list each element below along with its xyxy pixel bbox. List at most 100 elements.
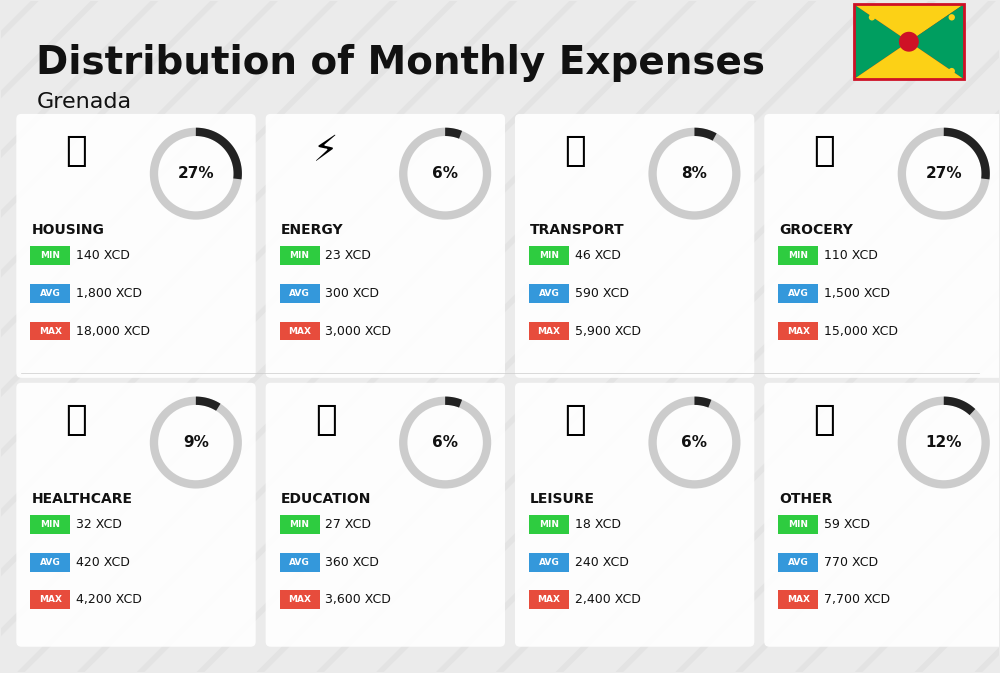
Text: 9%: 9% [183,435,209,450]
FancyBboxPatch shape [529,284,569,303]
Text: 46 XCD: 46 XCD [575,249,621,262]
Text: 2,400 XCD: 2,400 XCD [575,594,641,606]
Text: MAX: MAX [537,326,560,336]
Text: 🛍: 🛍 [564,402,586,437]
Text: 1,800 XCD: 1,800 XCD [76,287,142,299]
Text: MAX: MAX [787,596,810,604]
Text: AVG: AVG [40,289,61,297]
FancyBboxPatch shape [515,383,754,647]
Text: EDUCATION: EDUCATION [281,493,371,506]
FancyBboxPatch shape [30,553,70,571]
Text: 300 XCD: 300 XCD [325,287,379,299]
FancyBboxPatch shape [16,114,256,378]
Polygon shape [854,42,964,79]
FancyBboxPatch shape [280,322,320,341]
FancyBboxPatch shape [529,246,569,264]
Circle shape [929,68,935,74]
Text: 3,600 XCD: 3,600 XCD [325,594,391,606]
Text: 27 XCD: 27 XCD [325,518,371,531]
Text: LEISURE: LEISURE [530,493,595,506]
Text: 🛒: 🛒 [813,134,835,168]
Circle shape [909,14,915,20]
FancyBboxPatch shape [854,5,964,79]
Text: AVG: AVG [289,557,310,567]
Text: MIN: MIN [290,520,310,529]
Text: MAX: MAX [288,596,311,604]
Text: 590 XCD: 590 XCD [575,287,629,299]
FancyBboxPatch shape [30,590,70,609]
Text: 420 XCD: 420 XCD [76,556,130,569]
Text: OTHER: OTHER [779,493,833,506]
Text: 6%: 6% [681,435,707,450]
Text: 59 XCD: 59 XCD [824,518,870,531]
Circle shape [889,14,895,20]
Polygon shape [909,5,964,79]
FancyBboxPatch shape [30,322,70,341]
Text: 3,000 XCD: 3,000 XCD [325,324,391,338]
Circle shape [949,68,955,74]
Text: HEALTHCARE: HEALTHCARE [31,493,132,506]
FancyBboxPatch shape [280,246,320,264]
Text: MIN: MIN [290,251,310,260]
FancyBboxPatch shape [30,515,70,534]
Text: 💚: 💚 [65,402,87,437]
Circle shape [899,32,919,52]
Text: 5,900 XCD: 5,900 XCD [575,324,641,338]
Text: 18,000 XCD: 18,000 XCD [76,324,150,338]
Text: 6%: 6% [432,435,458,450]
FancyBboxPatch shape [515,114,754,378]
Circle shape [889,68,895,74]
Text: 110 XCD: 110 XCD [824,249,878,262]
FancyBboxPatch shape [30,246,70,264]
Text: MIN: MIN [788,251,808,260]
FancyBboxPatch shape [529,590,569,609]
Text: AVG: AVG [538,557,559,567]
Text: 8%: 8% [682,166,707,181]
Polygon shape [854,5,964,42]
Circle shape [949,14,955,20]
FancyBboxPatch shape [529,515,569,534]
Text: TRANSPORT: TRANSPORT [530,223,625,238]
Circle shape [869,68,875,74]
FancyBboxPatch shape [16,383,256,647]
Text: 1,500 XCD: 1,500 XCD [824,287,890,299]
Text: 🚌: 🚌 [564,134,586,168]
Text: MIN: MIN [40,251,60,260]
Text: 770 XCD: 770 XCD [824,556,878,569]
Text: MIN: MIN [40,520,60,529]
Text: MAX: MAX [537,596,560,604]
Text: AVG: AVG [289,289,310,297]
Text: 👜: 👜 [813,402,835,437]
Text: AVG: AVG [40,557,61,567]
Circle shape [869,14,875,20]
FancyBboxPatch shape [30,284,70,303]
Text: HOUSING: HOUSING [31,223,104,238]
Text: 6%: 6% [432,166,458,181]
Polygon shape [854,5,909,79]
FancyBboxPatch shape [778,553,818,571]
FancyBboxPatch shape [764,114,1000,378]
Text: 140 XCD: 140 XCD [76,249,130,262]
FancyBboxPatch shape [778,322,818,341]
Text: 23 XCD: 23 XCD [325,249,371,262]
Circle shape [929,14,935,20]
Text: 240 XCD: 240 XCD [575,556,629,569]
Text: 12%: 12% [926,435,962,450]
FancyBboxPatch shape [280,590,320,609]
Text: 18 XCD: 18 XCD [575,518,621,531]
FancyBboxPatch shape [266,383,505,647]
Text: GROCERY: GROCERY [779,223,853,238]
Text: 27%: 27% [178,166,214,181]
Text: 7,700 XCD: 7,700 XCD [824,594,890,606]
Text: 360 XCD: 360 XCD [325,556,379,569]
Text: MAX: MAX [787,326,810,336]
Text: MAX: MAX [39,596,62,604]
FancyBboxPatch shape [778,284,818,303]
FancyBboxPatch shape [764,383,1000,647]
Text: MIN: MIN [539,251,559,260]
Text: ENERGY: ENERGY [281,223,343,238]
Text: ⚡: ⚡ [313,134,338,168]
FancyBboxPatch shape [778,590,818,609]
FancyBboxPatch shape [280,284,320,303]
Text: Grenada: Grenada [36,92,131,112]
